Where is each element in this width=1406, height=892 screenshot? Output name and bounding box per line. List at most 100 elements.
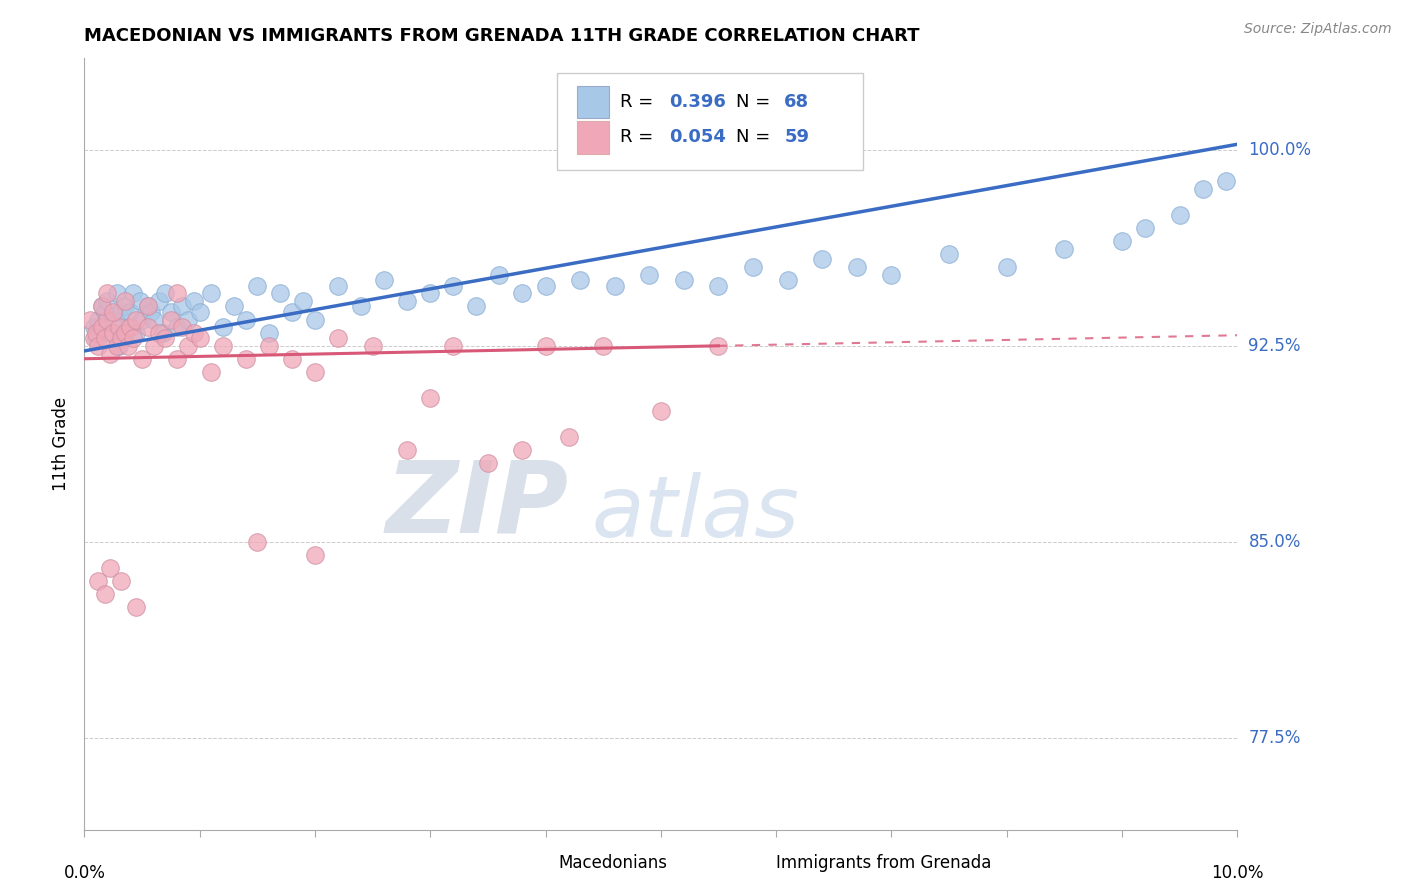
Point [87, 574, 110, 588]
Point [128, 294, 150, 309]
Point [776, 273, 799, 287]
Point [87, 339, 110, 353]
Point [246, 278, 269, 293]
Point [125, 600, 148, 615]
Point [1133, 221, 1156, 235]
Point [131, 351, 153, 366]
Point [350, 300, 373, 314]
Point [592, 339, 614, 353]
Point [94, 587, 117, 601]
Point [557, 430, 579, 444]
Point [419, 391, 441, 405]
Point [326, 331, 349, 345]
Text: MACEDONIAN VS IMMIGRANTS FROM GRENADA 11TH GRADE CORRELATION CHART: MACEDONIAN VS IMMIGRANTS FROM GRENADA 11… [84, 28, 920, 45]
Bar [576, 121, 609, 153]
Point [96, 286, 118, 301]
Point [105, 339, 128, 353]
Point [142, 312, 165, 326]
Point [811, 252, 834, 267]
Point [183, 294, 205, 309]
Point [136, 320, 159, 334]
Point [304, 548, 326, 562]
Point [114, 326, 136, 340]
Text: 100.0%: 100.0% [1249, 141, 1312, 159]
Point [114, 300, 136, 314]
Point [880, 268, 903, 282]
Point [845, 260, 868, 275]
Point [153, 331, 176, 345]
Point [281, 351, 304, 366]
Point [96, 294, 118, 309]
Point [110, 331, 132, 345]
Point [120, 320, 142, 334]
Text: R =: R = [620, 128, 659, 146]
Point [512, 286, 534, 301]
Point [160, 304, 183, 318]
Text: ZIP: ZIP [385, 457, 568, 554]
Point [304, 312, 326, 326]
Point [136, 300, 159, 314]
Text: 0.054: 0.054 [669, 128, 725, 146]
Point [117, 339, 139, 353]
Point [125, 312, 148, 326]
Text: N =: N = [735, 128, 776, 146]
Point [166, 320, 188, 334]
Point [938, 247, 960, 261]
Point [188, 331, 211, 345]
Point [131, 312, 153, 326]
Point [211, 320, 233, 334]
Point [121, 286, 143, 301]
Point [419, 286, 441, 301]
Point [304, 365, 326, 379]
Point [108, 339, 131, 353]
Point [105, 286, 128, 301]
Y-axis label: 11th Grade: 11th Grade [52, 397, 70, 491]
Point [1215, 174, 1237, 188]
Point [200, 286, 222, 301]
Point [148, 326, 170, 340]
Point [141, 304, 163, 318]
Text: Source: ZipAtlas.com: Source: ZipAtlas.com [1244, 22, 1392, 37]
Text: 68: 68 [785, 93, 810, 111]
Text: 0.396: 0.396 [669, 93, 725, 111]
Point [235, 351, 257, 366]
Point [103, 326, 124, 340]
Point [1053, 242, 1076, 256]
Point [172, 320, 194, 334]
Point [177, 312, 200, 326]
Point [84, 326, 107, 340]
Point [79, 312, 101, 326]
Point [136, 300, 159, 314]
Text: 77.5%: 77.5% [1249, 729, 1301, 747]
Point [281, 304, 304, 318]
Point [148, 294, 170, 309]
Point [103, 312, 124, 326]
Bar [527, 852, 553, 874]
Point [114, 294, 136, 309]
Point [488, 268, 510, 282]
Point [87, 312, 110, 326]
Point [94, 331, 117, 345]
Point [98, 561, 121, 575]
Point [84, 331, 107, 345]
Point [103, 304, 124, 318]
Point [166, 286, 188, 301]
Point [672, 273, 695, 287]
Point [512, 443, 534, 458]
Point [108, 320, 131, 334]
Point [534, 339, 557, 353]
Point [569, 273, 592, 287]
Point [742, 260, 765, 275]
Point [98, 346, 121, 360]
Text: 10.0%: 10.0% [1211, 864, 1264, 882]
Point [177, 339, 200, 353]
Point [83, 320, 105, 334]
Point [465, 300, 488, 314]
Point [373, 273, 395, 287]
Point [224, 300, 246, 314]
Point [153, 286, 176, 301]
Text: 0.0%: 0.0% [63, 864, 105, 882]
Point [361, 339, 384, 353]
Point [90, 300, 112, 314]
Point [110, 304, 132, 318]
